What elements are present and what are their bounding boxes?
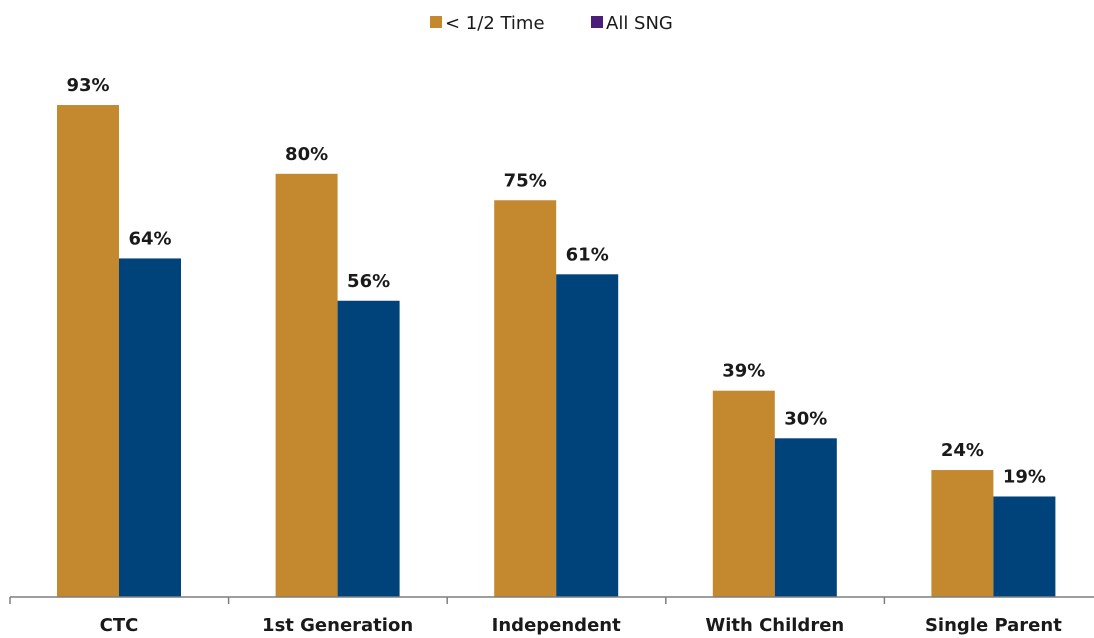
value-label-half-time-4: 24% bbox=[941, 440, 984, 461]
value-label-half-time-3: 39% bbox=[722, 361, 765, 382]
category-label-0: CTC bbox=[100, 615, 139, 636]
bar-half-time-1 bbox=[275, 173, 338, 598]
legend: < 1/2 Time All SNG bbox=[430, 13, 673, 34]
value-labels-group: 93% 64% 80% 56% 75% 61% 39% 30% 24% 19% bbox=[66, 75, 1045, 487]
legend-swatch-all-sng bbox=[591, 16, 603, 28]
category-labels-group: CTC 1st Generation Independent With Childre… bbox=[100, 615, 1063, 636]
x-axis bbox=[9, 596, 1094, 604]
value-label-all-sng-1: 56% bbox=[347, 271, 390, 292]
category-label-1: 1st Generation bbox=[262, 615, 413, 636]
bar-all-sng-2 bbox=[556, 274, 619, 597]
bar-half-time-0 bbox=[57, 105, 119, 597]
bar-half-time-2 bbox=[494, 200, 557, 597]
bar-all-sng-0 bbox=[119, 258, 181, 597]
value-label-half-time-0: 93% bbox=[66, 75, 109, 96]
category-label-4: Single Parent bbox=[925, 615, 1062, 636]
legend-label-half-time: < 1/2 Time bbox=[445, 13, 545, 34]
bar-all-sng-3 bbox=[774, 438, 837, 597]
bar-all-sng-4 bbox=[993, 496, 1056, 597]
bar-all-sng-1 bbox=[337, 300, 400, 597]
category-label-2: Independent bbox=[492, 615, 621, 636]
bar-half-time-4 bbox=[931, 470, 994, 597]
bars-group bbox=[57, 105, 1056, 598]
value-label-half-time-2: 75% bbox=[504, 170, 547, 191]
value-label-half-time-1: 80% bbox=[285, 144, 328, 165]
category-label-3: With Children bbox=[705, 615, 844, 636]
value-label-all-sng-4: 19% bbox=[1003, 466, 1046, 487]
value-label-all-sng-3: 30% bbox=[784, 408, 827, 429]
value-label-all-sng-0: 64% bbox=[128, 228, 171, 249]
value-label-all-sng-2: 61% bbox=[566, 244, 609, 265]
legend-swatch-half-time bbox=[430, 16, 442, 28]
legend-label-all-sng: All SNG bbox=[606, 13, 673, 34]
bar-half-time-3 bbox=[712, 390, 775, 597]
